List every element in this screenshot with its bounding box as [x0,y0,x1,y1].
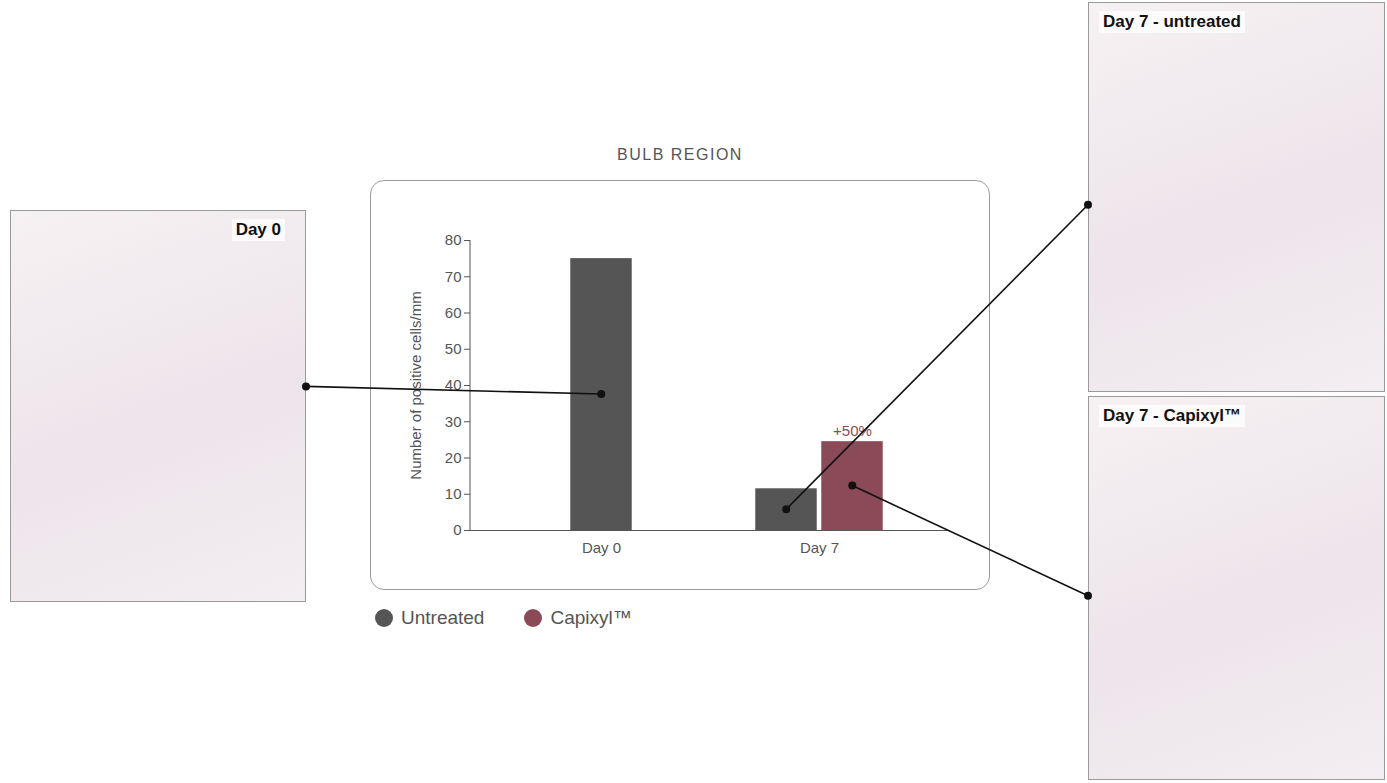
svg-text:Day 7: Day 7 [800,539,839,556]
html-text:Day 0: Day 0 [235,220,281,239]
html-text:Capixyl™: Capixyl™ [550,607,632,628]
svg-text:40: 40 [445,376,462,393]
html-text:BULB REGION: BULB REGION [617,146,743,163]
svg-text:10: 10 [445,485,462,502]
svg-text:20: 20 [445,449,462,466]
svg-text:60: 60 [445,304,462,321]
html-text:Day 7 - untreated: Day 7 - untreated [1103,12,1241,31]
html-text:Untreated: Untreated [401,607,485,628]
svg-text:70: 70 [445,268,462,285]
html-text:Day 7 - Capixyl™: Day 7 - Capixyl™ [1103,406,1241,425]
svg-text:30: 30 [445,413,462,430]
svg-text:+50%: +50% [833,421,872,438]
svg-text:0: 0 [453,521,461,538]
svg-text:Day 0: Day 0 [582,539,621,556]
svg-text:Number of positive cells/mm: Number of positive cells/mm [407,291,424,479]
svg-text:50: 50 [445,340,462,357]
svg-text:80: 80 [445,231,462,248]
